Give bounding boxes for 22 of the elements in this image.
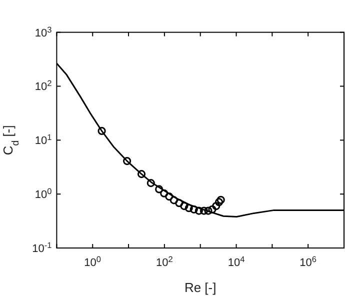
y-tick-label: 10$^{2}$ xyxy=(34,78,52,94)
y-tick-label: 10$^{3}$ xyxy=(34,24,52,40)
x-tick-label: 10$^{4}$ xyxy=(228,254,246,269)
point xyxy=(208,205,216,214)
x-tick-label: 10$^{0}$ xyxy=(84,254,102,269)
y-tick-label: 10$^{1}$ xyxy=(34,132,52,148)
point xyxy=(200,206,208,215)
point xyxy=(180,202,188,210)
x-axis-title: Re [-] xyxy=(184,280,216,295)
point xyxy=(204,206,212,215)
y-tick-label: 10$^{-1}$ xyxy=(32,240,52,255)
x-tick-label: 10$^{2}$ xyxy=(156,254,174,269)
x-tick-label: 10$^{6}$ xyxy=(300,254,317,269)
point xyxy=(155,185,164,194)
y-tick-label: 10$^{0}$ xyxy=(34,186,52,202)
point xyxy=(175,199,184,208)
point xyxy=(170,196,178,204)
point xyxy=(194,206,203,215)
point xyxy=(184,204,193,212)
point xyxy=(165,192,174,201)
point xyxy=(190,205,198,214)
point xyxy=(160,189,168,198)
